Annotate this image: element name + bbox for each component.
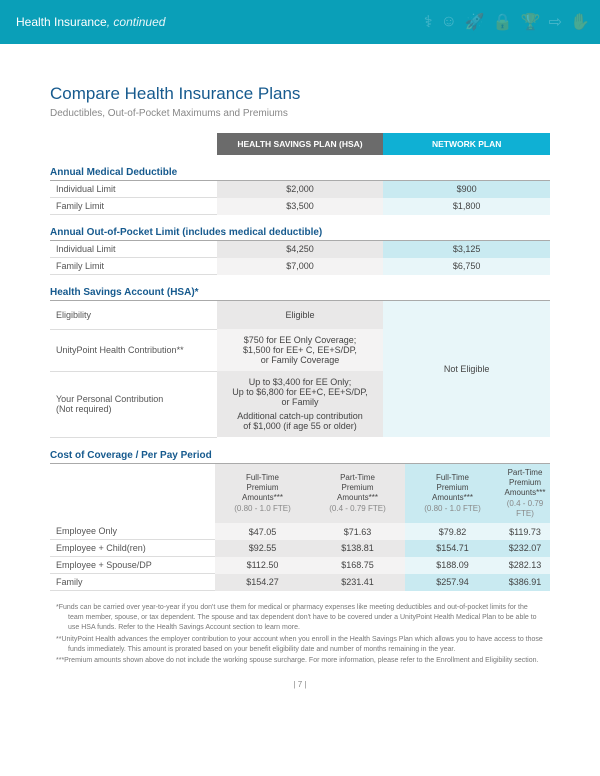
table-deductible: Individual Limit $2,000 $900 Family Limi… [50,181,550,215]
row-label: Family Limit [50,198,217,215]
cell-hsa: $750 for EE Only Coverage; $1,500 for EE… [217,329,384,371]
row-label: Employee Only [50,523,215,540]
row-label: Family Limit [50,258,217,275]
col-header-hsa: HEALTH SAVINGS PLAN (HSA) [217,133,384,155]
cell-hsa: Up to $3,400 for EE Only; Up to $6,800 f… [217,371,384,437]
cell-hsa: Eligible [217,301,384,329]
row-label: UnityPoint Health Contribution** [50,329,217,371]
cell-hsa: $7,000 [217,258,384,275]
cell: $119.73 [500,523,550,540]
cell: $188.09 [405,557,500,574]
cost-col-4: Part-TimePremiumAmounts***(0.4 - 0.79 FT… [500,464,550,524]
row-label: Individual Limit [50,241,217,258]
cell: $71.63 [310,523,405,540]
header-bar: Health Insurance, continued ⚕☺🚀🔒🏆⇨✋ [0,0,600,44]
row-label: Your Personal Contribution (Not required… [50,371,217,437]
cost-col-2: Part-TimePremiumAmounts***(0.4 - 0.79 FT… [310,464,405,524]
row-label: Employee + Child(ren) [50,540,215,557]
section-oop-title: Annual Out-of-Pocket Limit (includes med… [50,227,550,241]
cell-net-not-eligible: Not Eligible [383,301,550,437]
table-hsa: Eligibility Eligible Not Eligible UnityP… [50,301,550,438]
footnotes: *Funds can be carried over year-to-year … [50,603,550,666]
page-subtitle: Deductibles, Out-of-Pocket Maximums and … [50,108,550,119]
cell: $112.50 [215,557,310,574]
footnote-1: *Funds can be carried over year-to-year … [56,603,544,632]
cell-hsa: $2,000 [217,181,384,198]
cell-net: $6,750 [383,258,550,275]
cell: $232.07 [500,540,550,557]
row-label: Employee + Spouse/DP [50,557,215,574]
cell: $79.82 [405,523,500,540]
page-title: Compare Health Insurance Plans [50,84,550,104]
row-label: Individual Limit [50,181,217,198]
cell: $47.05 [215,523,310,540]
cell: $138.81 [310,540,405,557]
section-deductible-title: Annual Medical Deductible [50,167,550,181]
page-number: | 7 | [50,680,550,689]
cell: $154.27 [215,574,310,591]
cell: $168.75 [310,557,405,574]
cell-net: $900 [383,181,550,198]
cost-col-3: Full-TimePremiumAmounts***(0.80 - 1.0 FT… [405,464,500,524]
plan-header-table: HEALTH SAVINGS PLAN (HSA) NETWORK PLAN [50,133,550,155]
table-oop: Individual Limit $4,250 $3,125 Family Li… [50,241,550,275]
col-header-network: NETWORK PLAN [383,133,550,155]
cell: $231.41 [310,574,405,591]
footnote-2: **UnityPoint Health advances the employe… [56,635,544,655]
header-title: Health Insurance, continued [16,15,165,29]
cell-net: $3,125 [383,241,550,258]
cell: $154.71 [405,540,500,557]
row-label: Eligibility [50,301,217,329]
cell-net: $1,800 [383,198,550,215]
section-cost-title: Cost of Coverage / Per Pay Period [50,450,550,464]
cell: $257.94 [405,574,500,591]
footnote-3: ***Premium amounts shown above do not in… [56,656,544,666]
cell-hsa: $3,500 [217,198,384,215]
row-label: Family [50,574,215,591]
cell: $386.91 [500,574,550,591]
cell: $282.13 [500,557,550,574]
page-content: Compare Health Insurance Plans Deductibl… [0,44,600,709]
section-hsa-title: Health Savings Account (HSA)* [50,287,550,301]
table-cost: Full-TimePremiumAmounts***(0.80 - 1.0 FT… [50,464,550,592]
cell: $92.55 [215,540,310,557]
cell-hsa: $4,250 [217,241,384,258]
header-icons: ⚕☺🚀🔒🏆⇨✋ [424,0,590,44]
cost-col-1: Full-TimePremiumAmounts***(0.80 - 1.0 FT… [215,464,310,524]
